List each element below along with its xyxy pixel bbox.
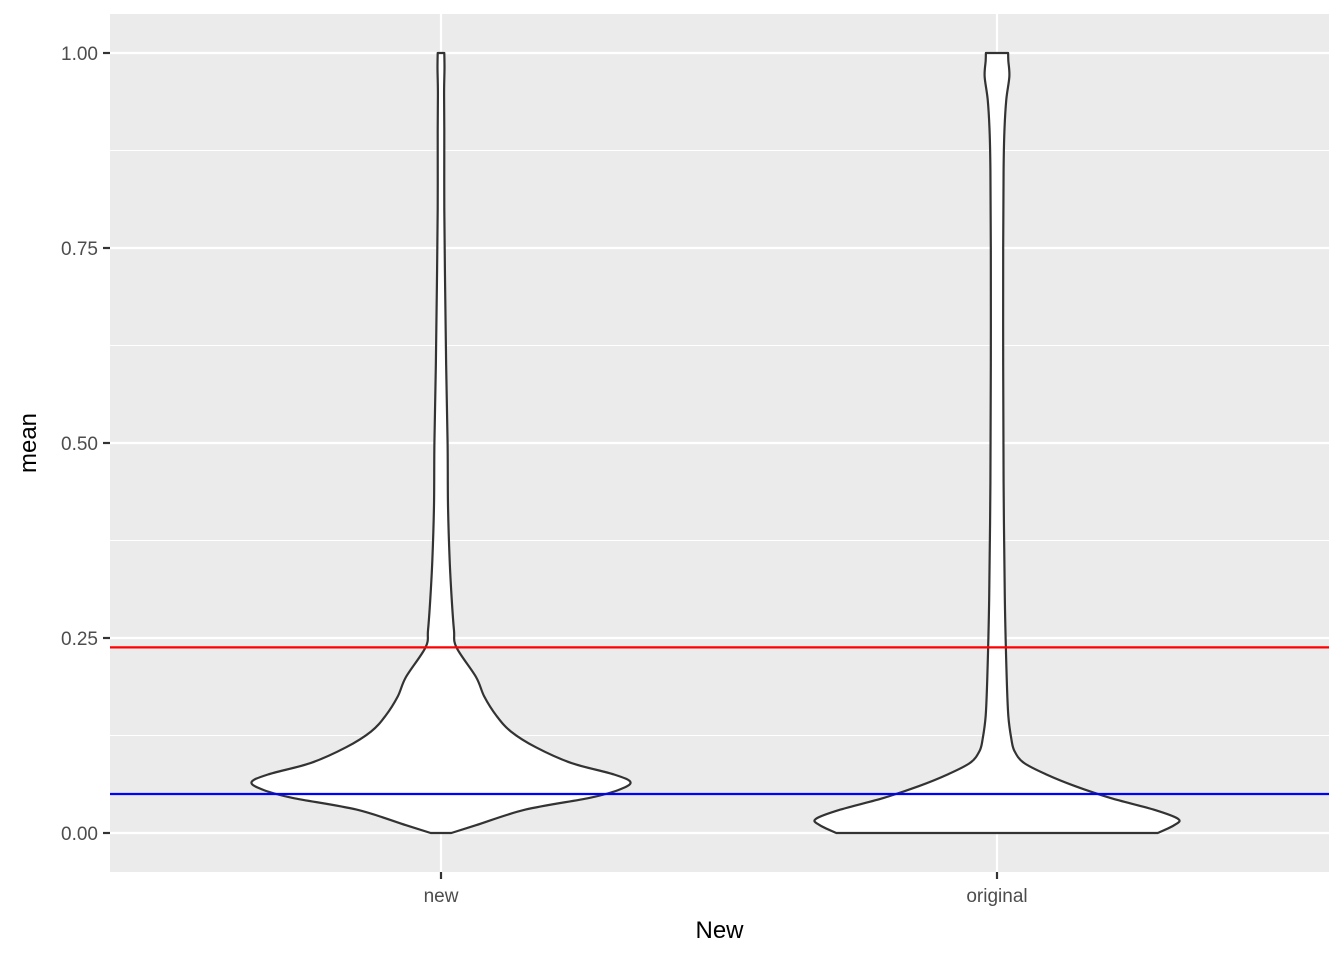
y-tick-label: 1.00 <box>61 44 98 65</box>
violin-original <box>813 51 1181 835</box>
y-tick-label: 0.00 <box>61 824 98 845</box>
violin-shapes <box>250 51 1181 835</box>
y-axis: 0.00 0.25 0.50 0.75 1.00 <box>61 44 110 845</box>
x-tick-label: original <box>966 886 1027 907</box>
y-tick-label: 0.25 <box>61 629 98 650</box>
y-axis-title: mean <box>15 413 42 473</box>
grid-minor-lines <box>110 149 1329 737</box>
violin-new <box>250 51 632 835</box>
y-tick-label: 0.50 <box>61 434 98 455</box>
y-tick-label: 0.75 <box>61 239 98 260</box>
x-tick-label: new <box>424 886 459 907</box>
x-axis-title: New <box>695 917 744 944</box>
x-axis: new original <box>424 872 1028 907</box>
reference-lines <box>110 646 1329 796</box>
